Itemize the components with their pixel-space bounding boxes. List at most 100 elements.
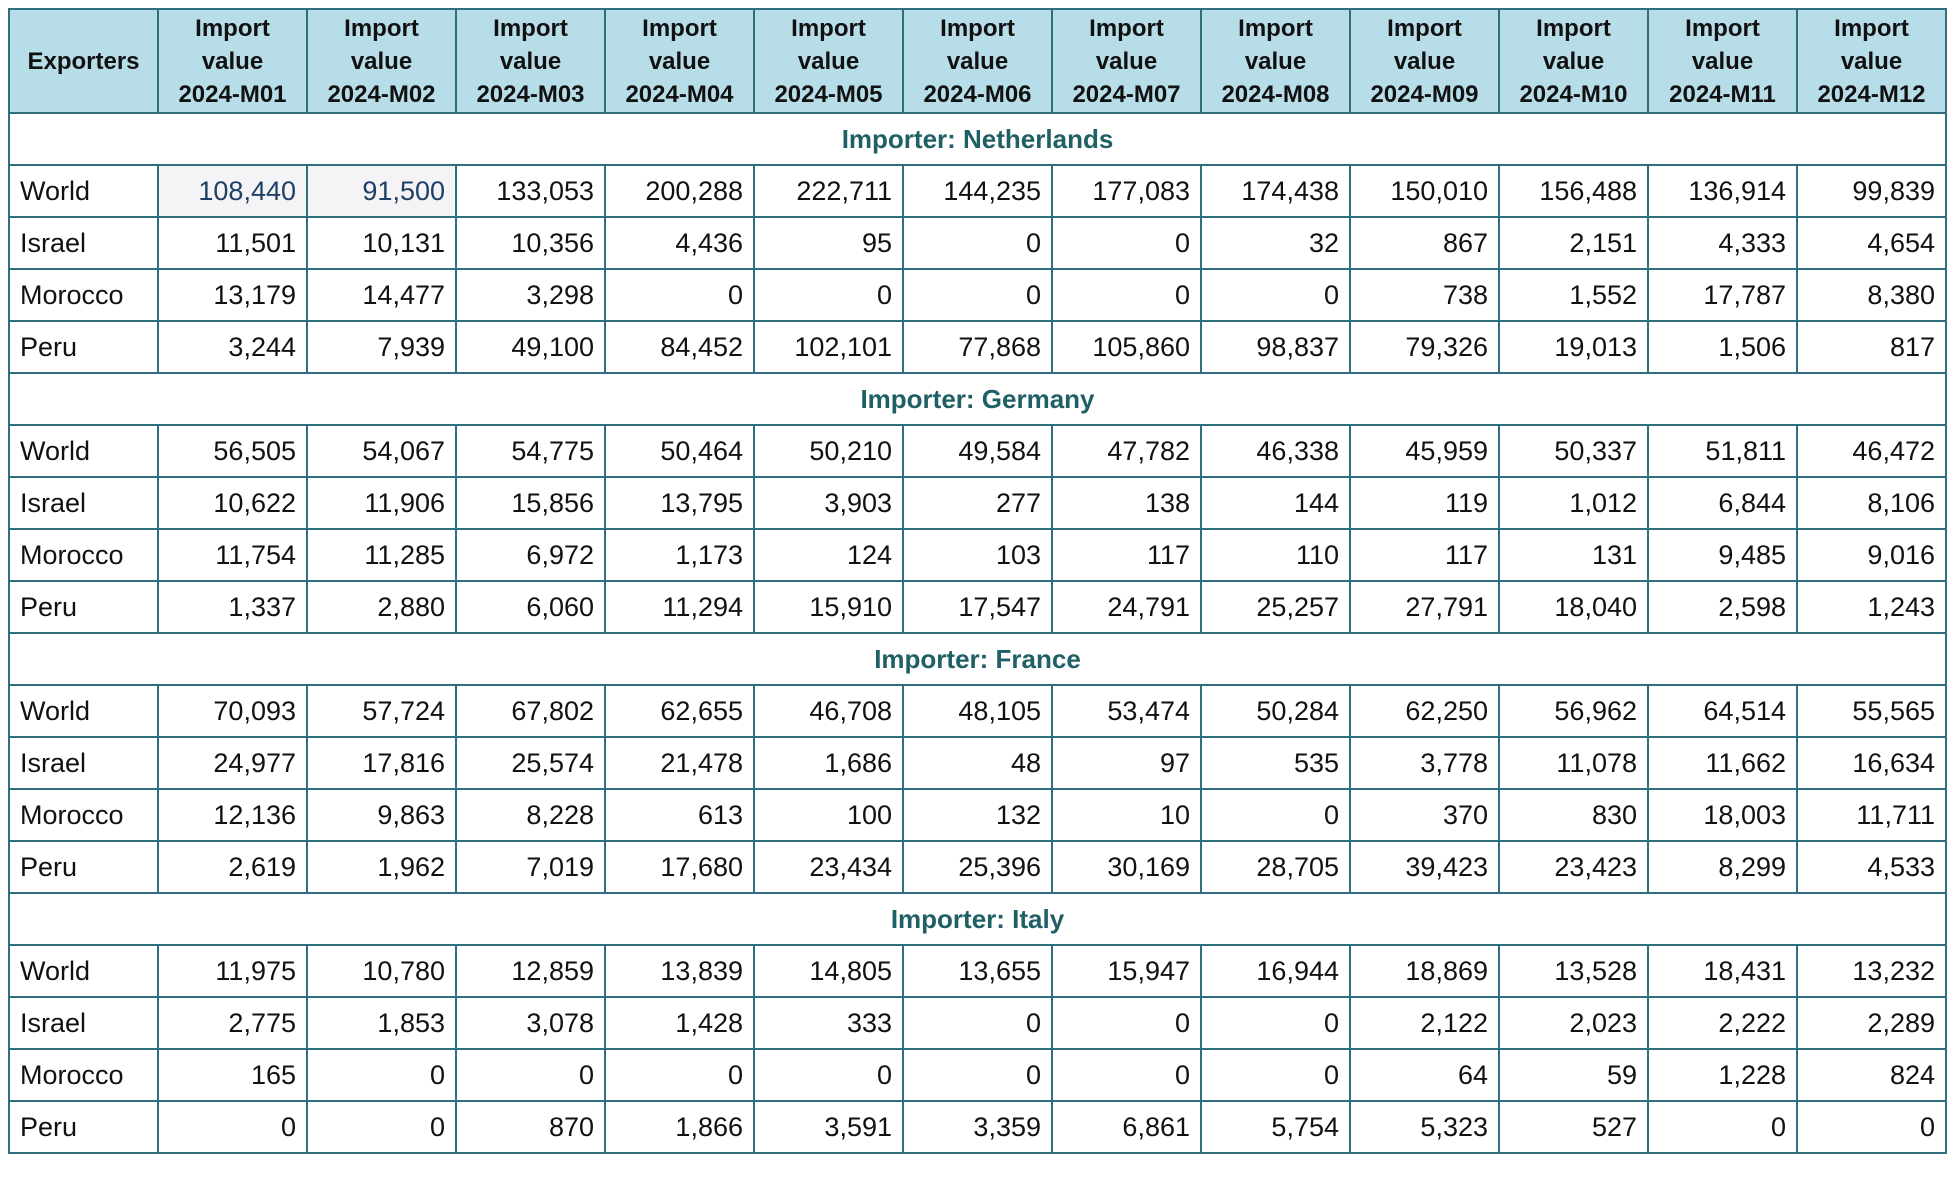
value-cell[interactable]: 7,939 <box>306 320 457 374</box>
value-cell[interactable]: 0 <box>157 1100 308 1154</box>
value-cell[interactable]: 10,356 <box>455 216 606 270</box>
value-cell[interactable]: 14,805 <box>753 944 904 998</box>
value-cell[interactable]: 13,795 <box>604 476 755 530</box>
value-cell[interactable]: 0 <box>1647 1100 1798 1154</box>
value-cell[interactable]: 1,173 <box>604 528 755 582</box>
value-cell[interactable]: 50,284 <box>1200 684 1351 738</box>
exporter-cell[interactable]: Peru <box>8 320 159 374</box>
value-cell[interactable]: 18,869 <box>1349 944 1500 998</box>
value-cell[interactable]: 8,106 <box>1796 476 1947 530</box>
value-cell[interactable]: 370 <box>1349 788 1500 842</box>
value-cell[interactable]: 3,778 <box>1349 736 1500 790</box>
value-cell[interactable]: 24,791 <box>1051 580 1202 634</box>
value-cell[interactable]: 3,903 <box>753 476 904 530</box>
value-cell[interactable]: 15,910 <box>753 580 904 634</box>
month-column-header[interactable]: Import value 2024-M11 <box>1647 8 1798 114</box>
value-cell[interactable]: 10 <box>1051 788 1202 842</box>
value-cell[interactable]: 333 <box>753 996 904 1050</box>
value-cell[interactable]: 6,861 <box>1051 1100 1202 1154</box>
value-cell[interactable]: 47,782 <box>1051 424 1202 478</box>
exporter-cell[interactable]: Morocco <box>8 1048 159 1102</box>
value-cell[interactable]: 62,655 <box>604 684 755 738</box>
value-cell[interactable]: 9,485 <box>1647 528 1798 582</box>
value-cell[interactable]: 50,464 <box>604 424 755 478</box>
value-cell[interactable]: 39,423 <box>1349 840 1500 894</box>
month-column-header[interactable]: Import value 2024-M07 <box>1051 8 1202 114</box>
value-cell[interactable]: 0 <box>1200 268 1351 322</box>
exporter-cell[interactable]: Morocco <box>8 268 159 322</box>
month-column-header[interactable]: Import value 2024-M05 <box>753 8 904 114</box>
value-cell[interactable]: 0 <box>1051 1048 1202 1102</box>
value-cell[interactable]: 132 <box>902 788 1053 842</box>
value-cell[interactable]: 0 <box>1051 216 1202 270</box>
value-cell[interactable]: 3,298 <box>455 268 606 322</box>
value-cell[interactable]: 11,906 <box>306 476 457 530</box>
value-cell[interactable]: 0 <box>1051 996 1202 1050</box>
value-cell[interactable]: 10,622 <box>157 476 308 530</box>
value-cell[interactable]: 0 <box>604 1048 755 1102</box>
value-cell[interactable]: 824 <box>1796 1048 1947 1102</box>
value-cell[interactable]: 64,514 <box>1647 684 1798 738</box>
value-cell[interactable]: 84,452 <box>604 320 755 374</box>
importer-group-label[interactable]: Importer: Italy <box>8 892 1947 946</box>
value-cell[interactable]: 28,705 <box>1200 840 1351 894</box>
value-cell[interactable]: 57,724 <box>306 684 457 738</box>
exporter-cell[interactable]: Morocco <box>8 788 159 842</box>
value-cell[interactable]: 4,533 <box>1796 840 1947 894</box>
value-cell[interactable]: 0 <box>1051 268 1202 322</box>
value-cell[interactable]: 13,655 <box>902 944 1053 998</box>
value-cell[interactable]: 738 <box>1349 268 1500 322</box>
value-cell[interactable]: 2,775 <box>157 996 308 1050</box>
value-cell[interactable]: 17,787 <box>1647 268 1798 322</box>
value-cell[interactable]: 105,860 <box>1051 320 1202 374</box>
value-cell[interactable]: 49,100 <box>455 320 606 374</box>
value-cell[interactable]: 46,338 <box>1200 424 1351 478</box>
value-cell[interactable]: 177,083 <box>1051 164 1202 218</box>
value-cell[interactable]: 165 <box>157 1048 308 1102</box>
importer-group-label[interactable]: Importer: France <box>8 632 1947 686</box>
value-cell[interactable]: 0 <box>902 216 1053 270</box>
value-cell[interactable]: 0 <box>902 268 1053 322</box>
month-column-header[interactable]: Import value 2024-M06 <box>902 8 1053 114</box>
value-cell[interactable]: 535 <box>1200 736 1351 790</box>
value-cell[interactable]: 3,359 <box>902 1100 1053 1154</box>
value-cell[interactable]: 48 <box>902 736 1053 790</box>
value-cell[interactable]: 53,474 <box>1051 684 1202 738</box>
value-cell[interactable]: 136,914 <box>1647 164 1798 218</box>
value-cell[interactable]: 613 <box>604 788 755 842</box>
value-cell[interactable]: 174,438 <box>1200 164 1351 218</box>
value-cell[interactable]: 144 <box>1200 476 1351 530</box>
value-cell[interactable]: 0 <box>753 268 904 322</box>
value-cell[interactable]: 3,078 <box>455 996 606 1050</box>
value-cell[interactable]: 4,654 <box>1796 216 1947 270</box>
value-cell[interactable]: 19,013 <box>1498 320 1649 374</box>
value-cell[interactable]: 0 <box>1796 1100 1947 1154</box>
value-cell[interactable]: 16,634 <box>1796 736 1947 790</box>
value-cell[interactable]: 50,210 <box>753 424 904 478</box>
value-cell[interactable]: 119 <box>1349 476 1500 530</box>
value-cell[interactable]: 32 <box>1200 216 1351 270</box>
month-column-header[interactable]: Import value 2024-M02 <box>306 8 457 114</box>
value-cell[interactable]: 0 <box>753 1048 904 1102</box>
value-cell[interactable]: 17,547 <box>902 580 1053 634</box>
value-cell[interactable]: 18,040 <box>1498 580 1649 634</box>
value-cell[interactable]: 1,686 <box>753 736 904 790</box>
value-cell[interactable]: 1,866 <box>604 1100 755 1154</box>
exporter-cell[interactable]: World <box>8 684 159 738</box>
value-cell[interactable]: 13,232 <box>1796 944 1947 998</box>
value-cell[interactable]: 48,105 <box>902 684 1053 738</box>
value-cell[interactable]: 124 <box>753 528 904 582</box>
value-cell[interactable]: 131 <box>1498 528 1649 582</box>
value-cell[interactable]: 11,501 <box>157 216 308 270</box>
value-cell[interactable]: 110 <box>1200 528 1351 582</box>
value-cell[interactable]: 17,816 <box>306 736 457 790</box>
value-cell[interactable]: 2,880 <box>306 580 457 634</box>
value-cell[interactable]: 1,428 <box>604 996 755 1050</box>
value-cell[interactable]: 56,505 <box>157 424 308 478</box>
value-cell[interactable]: 99,839 <box>1796 164 1947 218</box>
exporters-column-header[interactable]: Exporters <box>8 8 159 114</box>
value-cell[interactable]: 50,337 <box>1498 424 1649 478</box>
value-cell[interactable]: 79,326 <box>1349 320 1500 374</box>
value-cell[interactable]: 0 <box>455 1048 606 1102</box>
value-cell[interactable]: 54,067 <box>306 424 457 478</box>
